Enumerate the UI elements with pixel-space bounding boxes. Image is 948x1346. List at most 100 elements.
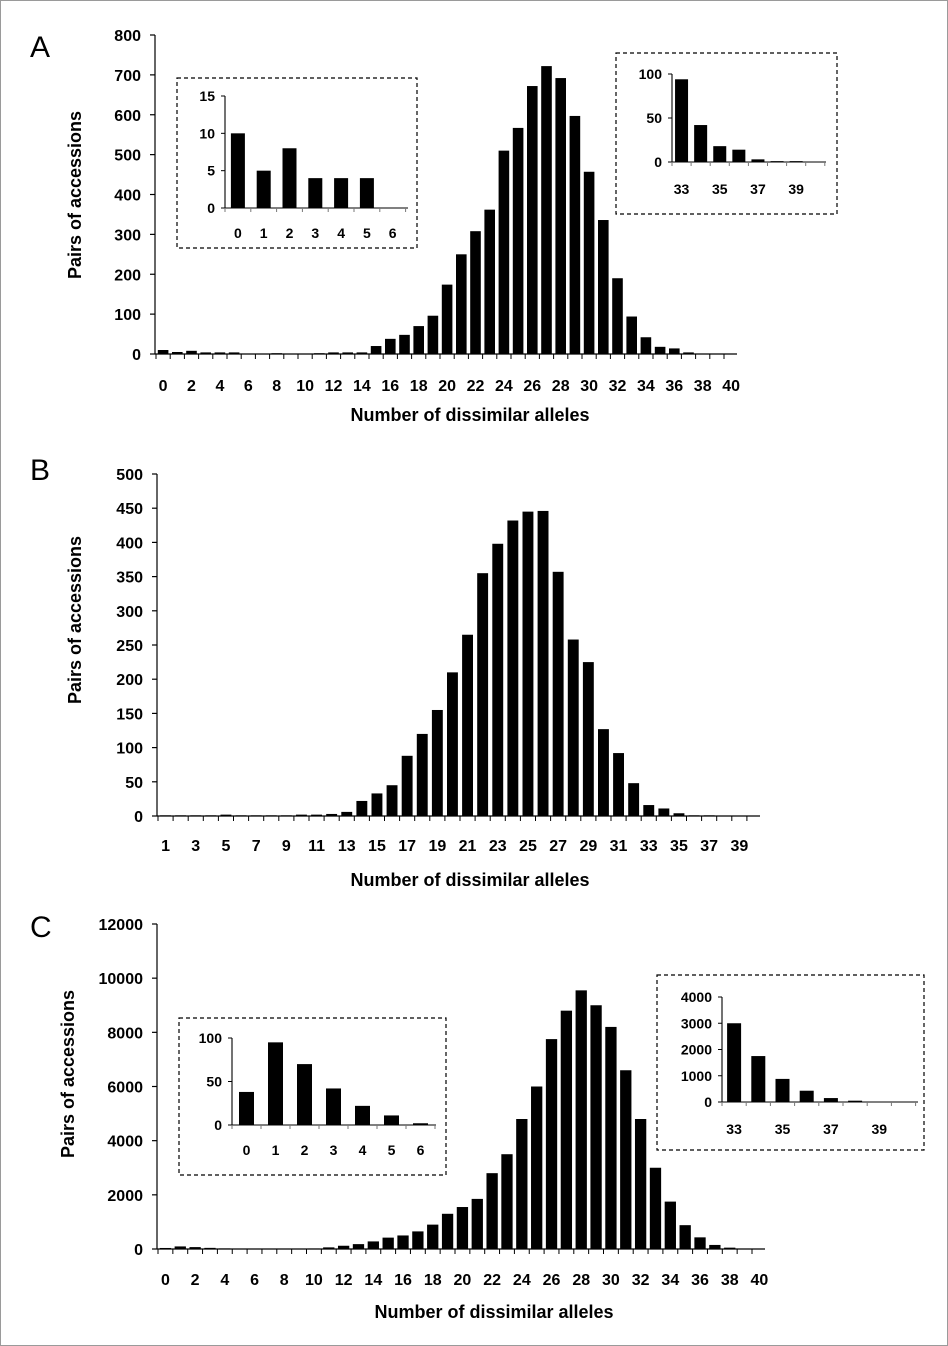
inset-bar: [413, 1123, 428, 1125]
bar: [174, 1246, 186, 1249]
inset-bar: [799, 1090, 814, 1102]
y-tick-label: 250: [116, 638, 143, 655]
bar: [598, 220, 609, 354]
bar: [498, 150, 510, 354]
bar: [541, 66, 552, 354]
bar: [205, 815, 217, 816]
y-tick-label: 400: [116, 535, 143, 552]
x-tick-label: 13: [338, 838, 356, 855]
y-tick-label: 200: [114, 267, 141, 284]
inset-x-tick-label: 3: [330, 1142, 338, 1158]
x-tick-label: 9: [282, 838, 291, 855]
bar: [367, 1241, 379, 1249]
bar: [456, 254, 467, 354]
inset-bar: [848, 1100, 863, 1102]
bar: [386, 785, 398, 816]
bar: [628, 783, 640, 816]
bar: [484, 209, 495, 354]
bar: [190, 815, 202, 816]
y-tick-label: 100: [114, 307, 141, 324]
y-tick-label: 0: [134, 1242, 143, 1259]
bar: [626, 316, 637, 354]
panel-a-letter: A: [30, 31, 50, 64]
x-tick-label: 20: [438, 378, 456, 395]
inset-x-tick-label: 5: [388, 1142, 396, 1158]
bar: [612, 278, 623, 354]
inset-y-tick-label: 3000: [681, 1015, 712, 1031]
x-tick-label: 29: [579, 838, 597, 855]
inset-x-tick-label: 6: [417, 1142, 425, 1158]
y-tick-label: 500: [116, 467, 143, 484]
bar: [397, 1235, 409, 1249]
x-tick-label: 6: [250, 1272, 259, 1289]
y-tick-label: 4000: [107, 1134, 143, 1151]
inset-x-tick-label: 6: [389, 225, 397, 241]
x-tick-label: 28: [552, 378, 570, 395]
y-tick-label: 300: [114, 227, 141, 244]
bar: [326, 813, 338, 816]
inset-bar: [770, 161, 784, 162]
inset-bar: [355, 1105, 370, 1125]
bar: [654, 346, 666, 354]
bar: [250, 815, 262, 816]
y-tick-label: 100: [116, 741, 143, 758]
x-tick-label: 7: [252, 838, 261, 855]
bar: [356, 352, 368, 354]
bar: [265, 815, 277, 816]
x-tick-label: 12: [325, 378, 343, 395]
panel-b-xlabel: Number of dissimilar alleles: [350, 870, 589, 890]
inset-bar: [230, 133, 245, 208]
x-tick-label: 32: [609, 378, 627, 395]
bar: [214, 352, 226, 354]
x-tick-label: 38: [721, 1272, 739, 1289]
bar: [560, 1010, 573, 1249]
bar: [219, 1248, 231, 1249]
inset-y-tick-label: 50: [206, 1074, 222, 1090]
panel-b-ylabel: Pairs of accessions: [65, 536, 85, 704]
bar: [512, 127, 524, 354]
inset-x-tick-label: 0: [243, 1142, 251, 1158]
bar: [683, 352, 694, 354]
panel-a-xlabel: Number of dissimilar alleles: [350, 405, 589, 425]
x-tick-label: 15: [368, 838, 386, 855]
bar: [200, 352, 211, 354]
x-tick-label: 31: [610, 838, 628, 855]
inset-y-tick-label: 0: [214, 1117, 222, 1133]
inset-chart: 0 50 100 33 35 37 39: [615, 52, 838, 215]
x-tick-label: 36: [665, 378, 683, 395]
inset-bar: [359, 178, 374, 208]
bar: [724, 1247, 736, 1249]
x-tick-label: 34: [637, 378, 655, 395]
bar: [492, 543, 504, 816]
y-tick-label: 150: [116, 706, 143, 723]
inset-border: [176, 77, 418, 249]
bar: [172, 352, 183, 354]
inset-x-tick-label: 5: [363, 225, 371, 241]
bar: [583, 171, 595, 354]
y-tick-label: 400: [114, 188, 141, 205]
x-tick-label: 30: [602, 1272, 620, 1289]
bar: [447, 672, 458, 816]
inset-border: [178, 1017, 447, 1176]
bar: [531, 1086, 543, 1249]
inset-x-tick-label: 2: [301, 1142, 309, 1158]
x-tick-label: 0: [159, 378, 168, 395]
bar: [412, 1231, 424, 1249]
bar: [157, 350, 169, 354]
inset-y-tick-label: 4000: [681, 989, 712, 1005]
inset-bar: [282, 148, 297, 208]
bar: [462, 634, 473, 816]
panel-b-letter: B: [30, 454, 50, 487]
panel-b: B Pairs of accessions Number of dissimil…: [30, 454, 760, 890]
inset-x-tick-label: 37: [823, 1121, 839, 1137]
inset-bar: [727, 1023, 742, 1102]
inset-y-tick-label: 5: [207, 163, 215, 179]
x-tick-label: 12: [335, 1272, 353, 1289]
y-tick-label: 6000: [107, 1080, 143, 1097]
inset-x-tick-label: 0: [234, 225, 242, 241]
x-tick-label: 33: [640, 838, 658, 855]
inset-x-tick-label: 33: [726, 1121, 742, 1137]
bar: [567, 639, 579, 816]
